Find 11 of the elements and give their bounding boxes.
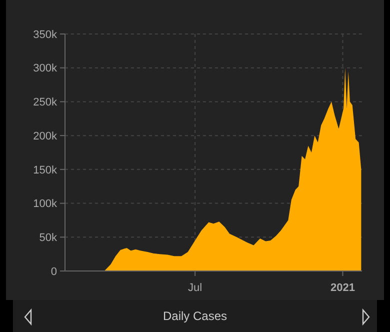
y-tick-label: 300k (33, 62, 58, 75)
y-tick-label: 100k (33, 198, 58, 210)
y-tick-label: 250k (33, 96, 58, 109)
x-tick-label: 2021 (330, 282, 355, 294)
y-tick-label: 50k (39, 232, 58, 244)
text: Daily Cases (162, 309, 228, 323)
y-tick-label: 200k (33, 130, 58, 142)
y-tick-label: 150k (33, 164, 58, 176)
x-tick-label: Jul (188, 282, 202, 294)
y-tick-label: 350k (33, 28, 58, 41)
y-tick-label: 0 (50, 266, 57, 278)
